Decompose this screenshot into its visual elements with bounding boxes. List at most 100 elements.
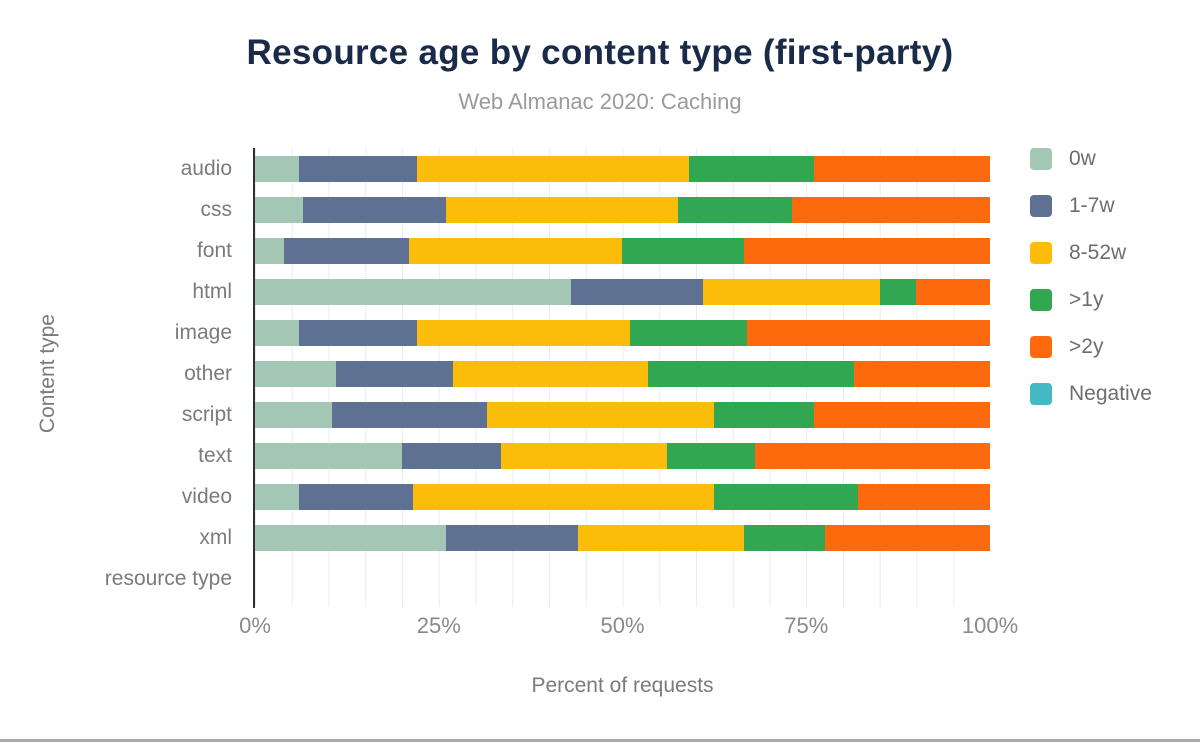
y-tick-label-font: font <box>196 238 232 262</box>
stacked-bar-resource-type <box>255 566 990 592</box>
x-tick-label-25: 25% <box>416 613 461 638</box>
bar-segment->2y <box>857 484 990 511</box>
y-tick-label-other: other <box>184 362 232 386</box>
y-tick-label-script: script <box>181 403 232 427</box>
bar-segment->1y <box>622 237 744 264</box>
bar-row-image <box>255 312 990 353</box>
legend-swatch->2y <box>1030 336 1052 358</box>
bar-segment-1-7w <box>299 155 417 182</box>
bar-segment->1y <box>688 155 814 182</box>
bar-segment-8-52w <box>416 319 630 346</box>
bar-segment->2y <box>824 525 990 552</box>
legend-label: >1y <box>1069 288 1104 311</box>
bar-segment->2y <box>854 361 990 388</box>
bar-segment-1-7w <box>332 402 487 429</box>
bar-segment-8-52w <box>501 443 667 470</box>
legend-swatch-8-52w <box>1030 242 1052 264</box>
stacked-bar-script <box>255 402 990 429</box>
bar-segment-1-7w <box>284 237 410 264</box>
bar-segment-0w <box>255 278 572 305</box>
bar-segment-8-52w <box>486 402 715 429</box>
bar-segment->1y <box>648 361 854 388</box>
bar-segment-1-7w <box>402 443 502 470</box>
y-tick-label-css: css <box>200 197 233 221</box>
stacked-bar-font <box>255 237 990 264</box>
bar-row-other <box>255 353 990 394</box>
legend-item-1-7w[interactable]: 1-7w <box>1030 194 1152 217</box>
bottom-border <box>0 739 1200 742</box>
bar-segment->1y <box>666 443 755 470</box>
bar-segment-8-52w <box>703 278 880 305</box>
page-subtitle: Web Almanac 2020: Caching <box>458 89 742 114</box>
bar-segment-1-7w <box>335 361 454 388</box>
x-axis-tick-labels: 0% 25% 50% 75% 100% <box>239 613 1018 643</box>
y-tick-label-xml: xml <box>199 526 232 550</box>
legend-swatch-0w <box>1030 148 1052 170</box>
bar-row-video <box>255 477 990 518</box>
bar-segment-8-52w <box>453 361 649 388</box>
legend-item-0w[interactable]: 0w <box>1030 147 1152 170</box>
legend-item->1y[interactable]: >1y <box>1030 288 1152 311</box>
stacked-bar-xml <box>255 525 990 552</box>
stacked-bar-html <box>255 278 990 305</box>
page-title: Resource age by content type (first-part… <box>246 33 954 72</box>
bar-segment-8-52w <box>446 196 678 223</box>
bar-segment->2y <box>916 278 990 305</box>
legend: 0w 1-7w 8-52w >1y >2y Negative <box>1030 147 1152 430</box>
y-tick-label-resource-type: resource type <box>104 567 232 591</box>
bar-row-font <box>255 230 990 271</box>
legend-swatch-Negative <box>1030 383 1052 405</box>
legend-swatch-1-7w <box>1030 195 1052 217</box>
bar-segment-0w <box>255 484 300 511</box>
y-tick-label-video: video <box>181 485 232 509</box>
y-axis-tick-labels: audio css font html image other script text vide… <box>0 148 241 600</box>
legend-label: Negative <box>1069 382 1152 405</box>
bar-segment->1y <box>677 196 792 223</box>
bar-segment-0w <box>255 361 336 388</box>
bar-segment->1y <box>743 525 825 552</box>
bar-segment-1-7w <box>302 196 447 223</box>
x-tick-label-50: 50% <box>600 613 645 638</box>
bar-segment->2y <box>791 196 990 223</box>
bar-segment->2y <box>813 155 990 182</box>
bar-row-html <box>255 271 990 312</box>
bar-segment-0w <box>255 237 285 264</box>
bar-segment-0w <box>255 443 402 470</box>
y-tick-label-html: html <box>192 279 232 303</box>
bar-segment->1y <box>714 484 858 511</box>
bar-segment->1y <box>879 278 917 305</box>
bar-row-text <box>255 436 990 477</box>
bar-segment-8-52w <box>416 155 689 182</box>
x-axis-title: Percent of requests <box>531 674 714 697</box>
x-tick-label-100: 100% <box>961 613 1019 638</box>
bar-segment-0w <box>255 525 447 552</box>
bar-segment->1y <box>629 319 748 346</box>
bar-segment-8-52w <box>578 525 744 552</box>
legend-label: 0w <box>1069 147 1096 170</box>
x-tick-label-0: 0% <box>239 613 271 638</box>
stacked-bar-video <box>255 484 990 511</box>
bar-segment->1y <box>714 402 814 429</box>
legend-item->2y[interactable]: >2y <box>1030 335 1152 358</box>
bar-segment-8-52w <box>413 484 715 511</box>
legend-swatch->1y <box>1030 289 1052 311</box>
legend-label: >2y <box>1069 335 1104 358</box>
stacked-bar-text <box>255 443 990 470</box>
legend-label: 8-52w <box>1069 241 1127 264</box>
y-tick-label-text: text <box>198 444 232 468</box>
axis-tick-marks <box>255 600 990 607</box>
stacked-bar-audio <box>255 155 990 182</box>
bar-segment-0w <box>255 155 300 182</box>
legend-label: 1-7w <box>1069 194 1115 217</box>
y-tick-label-audio: audio <box>180 156 232 180</box>
stacked-bar-css <box>255 196 990 223</box>
y-axis-line <box>253 148 255 608</box>
bar-segment->2y <box>743 237 990 264</box>
legend-item-Negative[interactable]: Negative <box>1030 382 1152 405</box>
bar-segment-1-7w <box>446 525 579 552</box>
bar-segment->2y <box>747 319 990 346</box>
legend-item-8-52w[interactable]: 8-52w <box>1030 241 1152 264</box>
bar-row-xml <box>255 518 990 559</box>
bar-row-css <box>255 189 990 230</box>
